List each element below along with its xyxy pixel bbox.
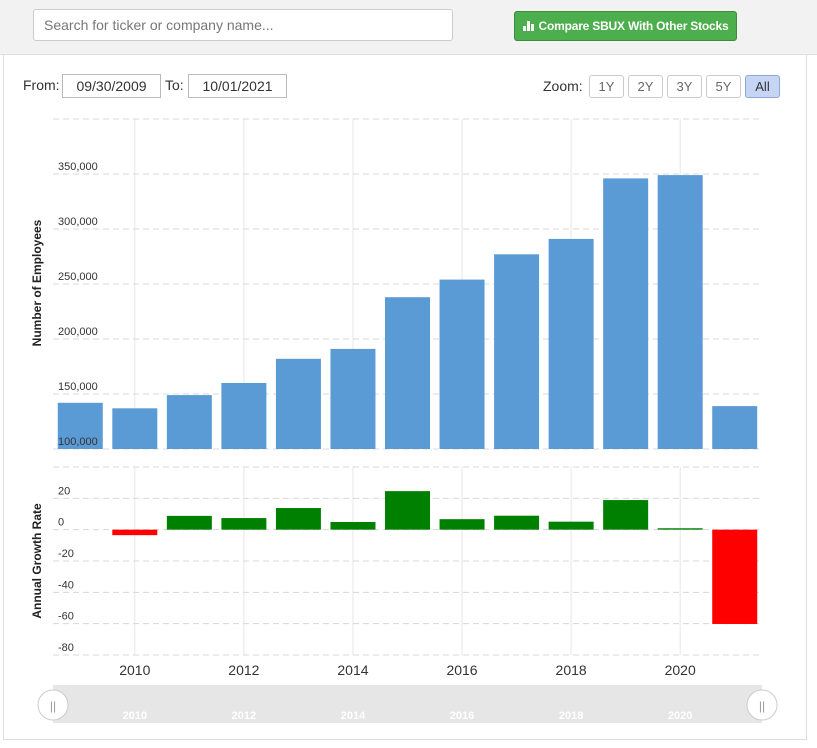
employees-bar-2014 — [330, 348, 376, 449]
navigator-year-label: 2012 — [232, 710, 256, 722]
growth-bar-2019 — [603, 500, 649, 530]
x-axis-tick-label: 2018 — [556, 662, 587, 678]
growth-tick-label: -80 — [58, 642, 74, 654]
handle-grip-icon: || — [759, 699, 765, 713]
range-end-handle[interactable] — [746, 689, 778, 721]
navigator-year-label: 2014 — [341, 710, 366, 722]
handle-grip-icon: || — [50, 699, 56, 713]
employees-bar-2019 — [603, 178, 649, 449]
employees-bar-2015 — [385, 297, 430, 449]
employees-tick-label: 250,000 — [58, 271, 98, 283]
compare-stocks-button[interactable]: Compare SBUX With Other Stocks — [514, 11, 737, 41]
x-axis-tick-label: 2010 — [119, 662, 150, 678]
zoom-all-button[interactable]: All — [745, 75, 780, 98]
from-date-input[interactable]: 09/30/2009 — [62, 74, 161, 98]
compare-button-label: Compare SBUX With Other Stocks — [538, 19, 729, 33]
growth-bar-2014 — [330, 521, 376, 530]
employees-tick-label: 300,000 — [58, 216, 98, 228]
growth-tick-label: 20 — [58, 485, 70, 497]
employees-tick-label: 350,000 — [58, 161, 98, 173]
employees-bar-2012 — [221, 383, 267, 449]
growth-bar-2011 — [166, 515, 212, 530]
x-axis-tick-label: 2016 — [446, 662, 477, 678]
navigator-year-label: 2020 — [668, 710, 692, 722]
growth-bar-2015 — [385, 491, 430, 530]
range-start-handle[interactable] — [37, 689, 69, 721]
employees-bar-2010 — [112, 408, 158, 449]
employees-bar-2021 — [712, 406, 758, 449]
growth-bar-2018 — [548, 521, 594, 530]
to-date-input[interactable]: 10/01/2021 — [188, 74, 287, 98]
employees-tick-label: 100,000 — [58, 436, 98, 448]
employees-tick-label: 150,000 — [58, 381, 98, 393]
growth-bar-2013 — [275, 508, 321, 530]
growth-axis-title: Annual Growth Rate — [30, 503, 44, 619]
navigator-year-label: 2010 — [123, 710, 147, 722]
growth-tick-label: -40 — [58, 579, 74, 591]
growth-bar-2017 — [494, 515, 540, 530]
range-navigator-track[interactable] — [53, 685, 762, 723]
from-label: From: — [23, 77, 60, 93]
x-axis-tick-label: 2012 — [228, 662, 259, 678]
employees-bar-2016 — [439, 279, 485, 449]
growth-bar-2012 — [221, 518, 267, 530]
zoom-5y-button[interactable]: 5Y — [706, 75, 741, 98]
navigator-year-label: 2018 — [559, 710, 583, 722]
employees-bar-2017 — [494, 254, 540, 449]
top-toolbar: Compare SBUX With Other Stocks — [0, 0, 817, 55]
growth-tick-label: -20 — [58, 548, 74, 560]
x-axis-tick-label: 2014 — [337, 662, 368, 678]
employees-bar-2013 — [275, 358, 321, 449]
employees-bar-2020 — [657, 175, 703, 449]
chart-panel — [3, 55, 807, 740]
growth-bar-2010 — [112, 529, 158, 536]
zoom-2y-button[interactable]: 2Y — [628, 75, 663, 98]
navigator-year-label: 2016 — [450, 710, 474, 722]
employees-bar-2009 — [57, 402, 103, 449]
growth-bar-2021 — [712, 529, 758, 624]
zoom-3y-button[interactable]: 3Y — [667, 75, 702, 98]
employees-bar-2011 — [166, 395, 212, 449]
bar-chart-icon — [522, 21, 534, 31]
growth-tick-label: -60 — [58, 611, 74, 623]
search-input[interactable] — [33, 9, 453, 41]
zoom-1y-button[interactable]: 1Y — [589, 75, 624, 98]
zoom-label: Zoom: — [543, 78, 583, 94]
to-label: To: — [165, 77, 184, 93]
x-axis-tick-label: 2020 — [665, 662, 696, 678]
growth-bar-2016 — [439, 519, 485, 530]
employees-axis-title: Number of Employees — [30, 219, 44, 346]
growth-bar-2020 — [657, 528, 703, 530]
growth-tick-label: 0 — [58, 517, 64, 529]
employees-tick-label: 200,000 — [58, 326, 98, 338]
employees-bar-2018 — [548, 238, 594, 449]
